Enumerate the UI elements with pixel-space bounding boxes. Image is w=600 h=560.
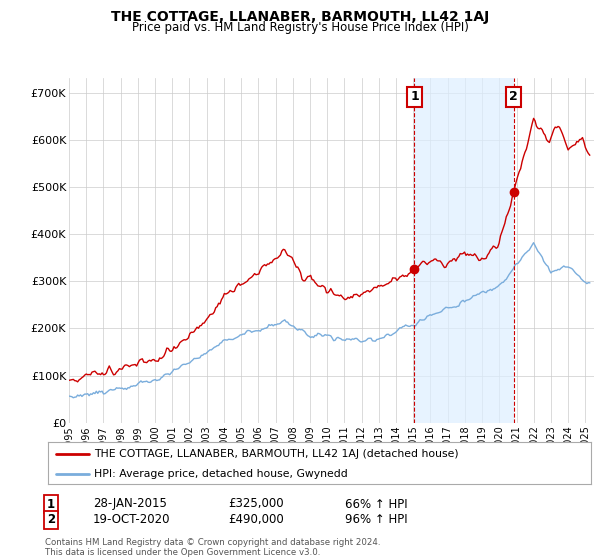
Text: 1: 1: [47, 497, 55, 511]
Text: HPI: Average price, detached house, Gwynedd: HPI: Average price, detached house, Gwyn…: [94, 469, 348, 479]
Text: 28-JAN-2015: 28-JAN-2015: [93, 497, 167, 511]
Text: £490,000: £490,000: [228, 513, 284, 526]
Text: Contains HM Land Registry data © Crown copyright and database right 2024.
This d: Contains HM Land Registry data © Crown c…: [45, 538, 380, 557]
Text: 96% ↑ HPI: 96% ↑ HPI: [345, 513, 407, 526]
Text: THE COTTAGE, LLANABER, BARMOUTH, LL42 1AJ (detached house): THE COTTAGE, LLANABER, BARMOUTH, LL42 1A…: [94, 449, 459, 459]
Text: 66% ↑ HPI: 66% ↑ HPI: [345, 497, 407, 511]
Text: 1: 1: [410, 91, 419, 104]
Text: £325,000: £325,000: [228, 497, 284, 511]
Text: THE COTTAGE, LLANABER, BARMOUTH, LL42 1AJ: THE COTTAGE, LLANABER, BARMOUTH, LL42 1A…: [111, 10, 489, 24]
Text: 19-OCT-2020: 19-OCT-2020: [93, 513, 170, 526]
Text: 2: 2: [47, 513, 55, 526]
Bar: [415, 78, 514, 423]
Text: 2: 2: [509, 91, 518, 104]
Text: Price paid vs. HM Land Registry's House Price Index (HPI): Price paid vs. HM Land Registry's House …: [131, 21, 469, 34]
